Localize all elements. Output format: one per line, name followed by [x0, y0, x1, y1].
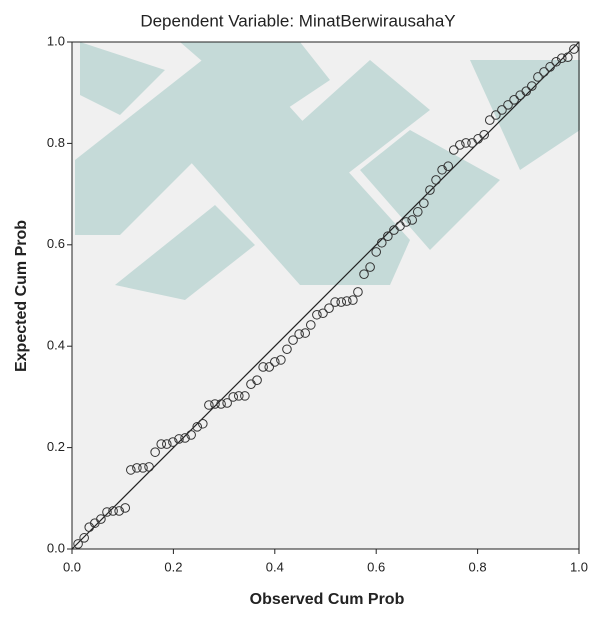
- data-point: [144, 462, 154, 472]
- data-point: [186, 430, 196, 440]
- data-point: [222, 398, 232, 408]
- watermark: [75, 42, 580, 300]
- data-point: [443, 161, 453, 172]
- data-point: [336, 297, 347, 307]
- data-point: [401, 217, 411, 227]
- x-tick-label: 0.8: [469, 559, 487, 574]
- data-point: [359, 269, 369, 280]
- data-point: [174, 434, 184, 444]
- data-point: [168, 437, 178, 447]
- data-point: [341, 296, 352, 306]
- data-point: [264, 362, 275, 372]
- data-point: [521, 86, 532, 96]
- x-tick-label: 0.0: [63, 559, 81, 574]
- data-point: [497, 105, 507, 115]
- x-tick-label: 0.4: [266, 559, 284, 574]
- data-point: [539, 67, 549, 77]
- data-point: [156, 439, 167, 449]
- data-point: [305, 320, 316, 330]
- x-tick-label: 0.6: [367, 559, 385, 574]
- data-point: [431, 175, 441, 185]
- data-point: [533, 72, 543, 82]
- x-tick-label: 1.0: [570, 559, 588, 574]
- data-point: [204, 400, 214, 410]
- reference-line: [71, 41, 580, 550]
- data-point: [545, 62, 555, 72]
- data-point: [258, 362, 268, 372]
- data-point: [383, 231, 393, 241]
- data-point: [294, 329, 304, 339]
- data-point: [210, 399, 220, 409]
- data-point: [132, 463, 142, 473]
- data-point: [556, 53, 567, 64]
- y-tick-label: 0.8: [47, 135, 65, 150]
- data-point: [563, 52, 573, 63]
- data-point: [252, 375, 262, 385]
- data-point: [371, 247, 382, 257]
- plot-frame: [71, 41, 580, 550]
- y-tick-label: 1.0: [47, 33, 65, 48]
- data-point: [461, 138, 471, 148]
- data-point: [318, 308, 328, 319]
- data-point: [455, 140, 465, 150]
- data-point: [353, 287, 363, 297]
- data-point: [192, 422, 203, 432]
- data-point: [234, 391, 244, 401]
- data-point: [448, 145, 459, 155]
- data-point: [216, 399, 226, 409]
- data-point: [425, 185, 435, 195]
- data-point: [138, 463, 148, 473]
- data-point: [96, 514, 106, 524]
- data-point: [412, 207, 423, 217]
- y-tick-label: 0.0: [47, 540, 65, 555]
- data-point: [120, 503, 131, 513]
- data-point: [569, 44, 579, 54]
- data-point: [270, 357, 280, 367]
- data-point: [527, 81, 537, 91]
- data-point: [282, 344, 292, 355]
- x-tick-label: 0.2: [164, 559, 182, 574]
- data-point: [479, 129, 489, 140]
- data-point: [240, 391, 250, 401]
- data-point: [503, 100, 513, 110]
- data-point: [324, 303, 334, 313]
- y-tick-label: 0.2: [47, 439, 65, 454]
- data-point: [102, 507, 112, 517]
- data-point: [491, 110, 501, 120]
- data-point: [126, 465, 136, 475]
- data-point: [150, 447, 160, 457]
- data-point: [114, 506, 124, 516]
- data-point: [108, 506, 118, 516]
- data-point: [312, 309, 322, 320]
- data-point: [198, 418, 208, 429]
- data-point: [348, 295, 358, 305]
- data-point: [419, 198, 429, 209]
- data-point: [79, 533, 89, 543]
- data-point: [330, 297, 340, 307]
- data-point: [180, 433, 190, 443]
- data-point: [551, 56, 561, 67]
- y-axis-label: Expected Cum Prob: [13, 220, 30, 372]
- data-point: [300, 328, 311, 338]
- x-axis-label: Observed Cum Prob: [250, 591, 405, 608]
- data-point: [365, 262, 375, 272]
- data-point: [288, 335, 298, 345]
- y-tick-label: 0.4: [47, 338, 65, 353]
- data-point: [73, 539, 83, 549]
- data-point: [407, 215, 417, 225]
- data-point: [228, 392, 239, 402]
- data-point: [484, 115, 495, 125]
- data-point: [276, 355, 286, 365]
- data-point: [376, 237, 387, 248]
- y-tick-label: 0.6: [47, 236, 65, 251]
- data-point: [162, 439, 172, 449]
- chart-title: Dependent Variable: MinatBerwirausahaY: [140, 11, 455, 30]
- data-point: [509, 94, 519, 105]
